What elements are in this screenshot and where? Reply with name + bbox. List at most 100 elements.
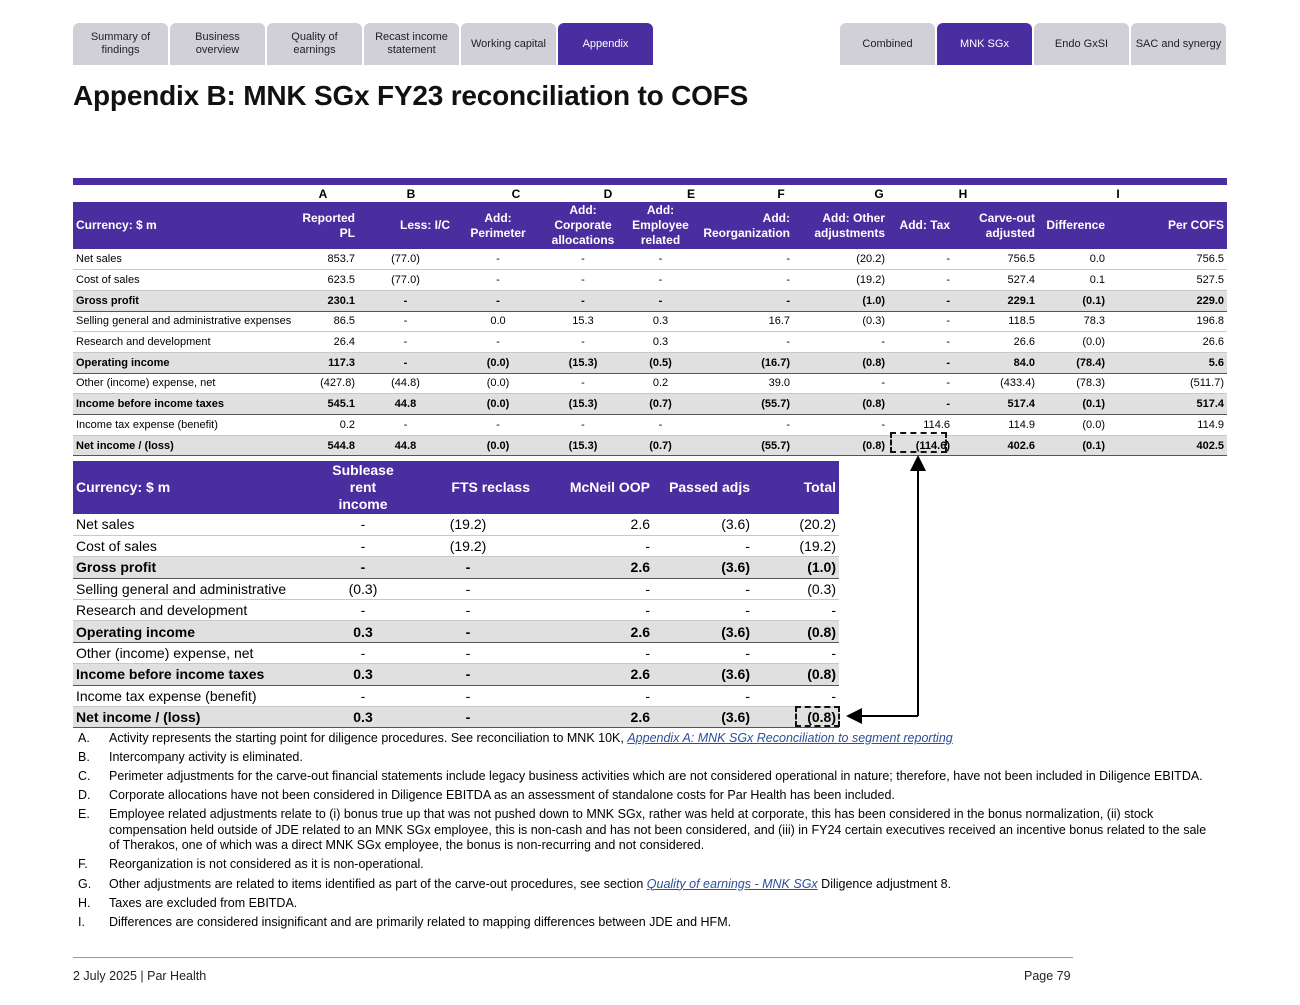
table-cell: 86.5: [283, 311, 358, 333]
table-row: Net sales 853.7 (77.0) - - - - (20.2) -756.5 0.0 7…: [73, 249, 1227, 271]
tab-working-capital[interactable]: Working capital: [461, 23, 556, 65]
table-cell: -: [698, 249, 793, 271]
footnote-suffix: Diligence adjustment 8.: [817, 876, 952, 891]
column-letter: H: [958, 187, 968, 201]
table-cell: -: [623, 289, 698, 312]
column-header: Reported PL: [283, 202, 358, 249]
table-cell: -: [403, 663, 533, 686]
table-cell: 0.3: [623, 311, 698, 333]
entity-tabs: Combined MNK SGx Endo GxSI SAC and synergy: [840, 23, 1226, 65]
tab-mnk-sgx[interactable]: MNK SGx: [937, 23, 1032, 65]
footnote-link[interactable]: Quality of earnings - MNK SGx: [646, 876, 818, 891]
column-header: Add: Corporate allocations: [543, 202, 623, 249]
row-label: Income before income taxes: [73, 663, 323, 686]
column-header: McNeil OOP: [533, 461, 653, 514]
table-cell: 2.6: [533, 663, 653, 686]
table-cell: 16.7: [698, 311, 793, 333]
footnote: C. Perimeter adjustments for the carve-ou…: [78, 769, 1218, 785]
table-cell: 545.1: [283, 393, 358, 415]
column-letter: D: [603, 187, 613, 201]
table-cell: (0.7): [623, 434, 698, 457]
table-cell: 0.3: [323, 620, 403, 643]
row-label: Net income / (loss): [73, 706, 323, 729]
table-cell: 118.5: [953, 311, 1038, 333]
tab-appendix[interactable]: Appendix: [558, 23, 653, 65]
table-row: Other (income) expense, net (427.8) (44.8)…: [73, 373, 1227, 395]
footnote-text: Differences are considered insignificant…: [109, 915, 731, 931]
column-header: Add: Tax: [888, 202, 953, 249]
footnote-letter: F.: [78, 857, 88, 872]
tab-recast-income-statement[interactable]: Recast income statement: [364, 23, 459, 65]
footnote: I. Differences are considered insignifica…: [78, 915, 1218, 931]
column-letters: A B C D E F G H I: [73, 186, 1227, 202]
footnote-body: Differences are considered insignificant…: [109, 914, 732, 929]
column-header: Passed adjs: [653, 461, 753, 514]
footnote-text: Activity represents the starting point f…: [109, 731, 953, 747]
tab-combined[interactable]: Combined: [840, 23, 935, 65]
footnote-letter: A.: [78, 731, 90, 745]
table-cell: 402.5: [1108, 434, 1227, 457]
column-header: Currency: $ m: [73, 461, 323, 514]
table-cell: (1.0): [753, 556, 839, 579]
table-cell: (15.3): [543, 434, 623, 457]
footnote-text: Intercompany activity is eliminated.: [109, 750, 303, 766]
table-cell: 229.1: [953, 289, 1038, 312]
table-cell: (3.6): [653, 514, 753, 536]
tab-business-overview[interactable]: Business overview: [170, 23, 265, 65]
table-cell: (0.0): [453, 434, 543, 457]
tab-quality-of-earnings[interactable]: Quality of earnings: [267, 23, 362, 65]
tab-sac-and-synergy[interactable]: SAC and synergy: [1131, 23, 1226, 65]
row-label: Income tax expense (benefit): [73, 685, 323, 708]
table-cell: (77.0): [358, 249, 453, 271]
column-letter: B: [406, 187, 416, 201]
row-label: Selling general and administrative expen…: [73, 311, 291, 333]
table-cell: 229.0: [1108, 289, 1227, 312]
table-cell: -: [653, 578, 753, 601]
table-cell: (0.8): [793, 434, 888, 457]
reconciliation-table: Currency: $ m Reported PL Less: I/C Add: Pe…: [73, 202, 1227, 457]
table-cell: 0.3: [323, 663, 403, 686]
table-cell: -: [403, 706, 533, 729]
table-cell: (1.0): [793, 289, 888, 312]
footnote: F. Reorganization is not considered as it…: [78, 857, 1218, 873]
page-title: Appendix B: MNK SGx FY23 reconciliation …: [73, 80, 749, 111]
table-cell: -: [543, 289, 623, 312]
table-cell: -: [358, 351, 453, 374]
table-row: Gross profit - -2.6 (3.6) (1.0): [73, 556, 839, 579]
column-letter: I: [1116, 187, 1120, 201]
table-cell: 517.4: [1108, 393, 1227, 415]
footnote-letter: D.: [78, 788, 91, 803]
footnote-text: Reorganization is not considered as it i…: [109, 857, 424, 873]
table-cell: -: [888, 289, 953, 312]
column-header: Per COFS: [1108, 202, 1227, 249]
footnote-letter: G.: [78, 876, 92, 891]
column-header: Carve-out adjusted: [953, 202, 1038, 249]
table-cell: -: [698, 289, 793, 312]
table-cell: (0.1): [1038, 393, 1108, 415]
column-letter: A: [318, 187, 328, 201]
table-cell: (0.8): [793, 393, 888, 415]
tab-summary-of-findings[interactable]: Summary of findings: [73, 23, 168, 65]
table-cell: (55.7): [698, 393, 793, 415]
footnote-link[interactable]: Appendix A: MNK SGx Reconciliation to se…: [627, 731, 953, 745]
row-label: Operating income: [73, 620, 323, 643]
table-cell: 44.8: [358, 434, 453, 457]
tab-endo-gxsi[interactable]: Endo GxSI: [1034, 23, 1129, 65]
column-letter: C: [511, 187, 521, 201]
footnote: B. Intercompany activity is eliminated.: [78, 750, 1218, 766]
footnote-body: Employee related adjustments relate to (…: [109, 807, 1207, 853]
table-cell: (19.2): [403, 514, 533, 536]
table-cell: (0.3): [793, 311, 888, 333]
column-header: Add: Reorganization: [698, 202, 793, 249]
column-header: Add: Employee related: [623, 202, 698, 249]
table-cell: (3.6): [653, 706, 753, 729]
column-header: Difference: [1038, 202, 1108, 249]
footnote-letter: I.: [78, 914, 85, 929]
footnote-text: Other adjustments are related to items i…: [109, 877, 951, 893]
footnote-body: Activity represents the starting point f…: [109, 731, 628, 745]
table-cell: (0.8): [753, 620, 839, 643]
table-cell: -: [323, 556, 403, 579]
table-cell: -: [403, 556, 533, 579]
table-row: Selling general and administrative expen…: [73, 311, 1227, 333]
table-cell: (55.7): [698, 434, 793, 457]
